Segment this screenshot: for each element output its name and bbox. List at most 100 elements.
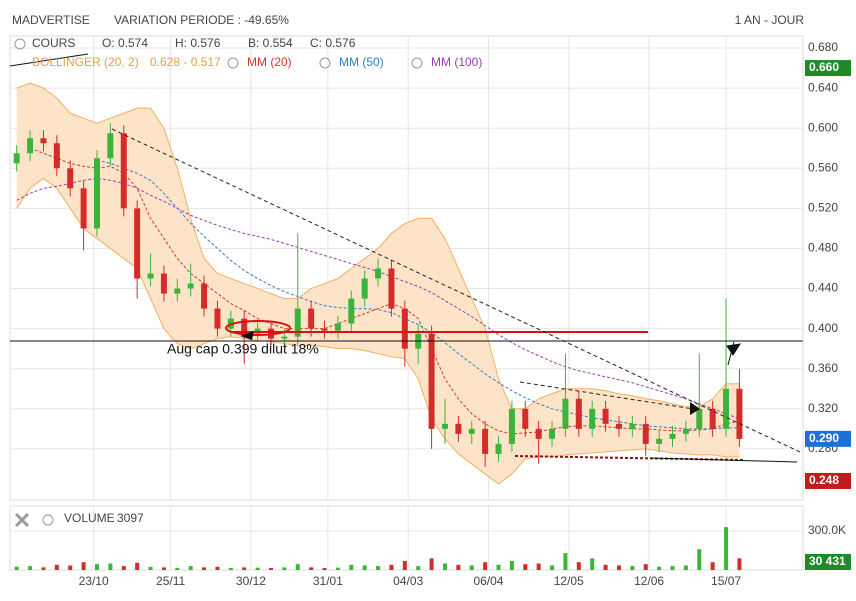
quote: H: 0.576	[175, 36, 221, 50]
x-tick-label: 31/01	[313, 574, 343, 588]
y-tick-label: 0.560	[808, 160, 838, 174]
volume-bar	[81, 562, 86, 570]
price-marker-label: 30 431	[809, 554, 846, 568]
y-tick-label: 0.640	[808, 80, 838, 94]
volume-bar	[536, 563, 541, 570]
gear-icon[interactable]	[319, 57, 331, 69]
candle-body	[13, 153, 20, 164]
volume-bar	[41, 567, 46, 570]
candle-body	[294, 308, 301, 337]
volume-bar	[175, 568, 180, 570]
period[interactable]: 1 AN - JOUR	[735, 13, 805, 27]
legend-mm: MM (100)	[431, 55, 482, 69]
candle-body	[107, 133, 114, 159]
price-marker-label: 0.660	[809, 60, 839, 74]
floor-line	[649, 457, 798, 463]
volume-bar	[603, 564, 608, 570]
candle-body	[615, 423, 622, 429]
legend-cours: COURS	[32, 36, 75, 50]
volume-bar	[657, 566, 662, 570]
volume-bar	[349, 564, 354, 570]
candle-body	[308, 308, 315, 329]
y-tick-label: 300.0K	[808, 523, 846, 537]
volume-bar	[295, 564, 300, 570]
candle-body	[388, 268, 395, 309]
candle-body	[602, 408, 609, 424]
candle-body	[455, 423, 462, 434]
volume-bar	[429, 558, 434, 570]
candle-body	[656, 438, 663, 444]
y-tick-label: 0.360	[808, 361, 838, 375]
volume-bar	[215, 566, 220, 570]
price-marker	[805, 472, 851, 489]
volume-bar	[309, 567, 314, 570]
volume-bar	[643, 564, 648, 570]
x-tick-label: 30/12	[236, 574, 266, 588]
candle-body	[495, 443, 502, 454]
candle-body	[67, 168, 74, 189]
candle-body	[27, 138, 34, 154]
candle-body	[174, 288, 181, 294]
candle-body	[187, 283, 194, 289]
x-tick-label: 23/10	[79, 574, 109, 588]
volume-bar	[54, 564, 59, 570]
close-icon[interactable]	[14, 512, 30, 528]
highlight-ellipse	[225, 320, 291, 336]
quote: B: 0.554	[248, 36, 293, 50]
volume-bar	[710, 562, 715, 570]
candle-body	[709, 408, 716, 429]
volume-bar	[469, 565, 474, 570]
volume-bar	[483, 562, 488, 570]
bollinger-upper	[16, 82, 740, 410]
candle-body	[375, 268, 382, 279]
candle-body	[736, 388, 743, 439]
candle-body	[589, 408, 596, 429]
candle-body	[40, 138, 47, 144]
candle-body	[53, 143, 60, 169]
volume-bar	[28, 566, 33, 570]
candle-body	[468, 428, 475, 434]
gear-icon[interactable]	[14, 38, 26, 50]
candle-body	[214, 308, 221, 329]
volume-bar	[724, 527, 729, 570]
y-tick-label: 0.320	[808, 401, 838, 415]
x-tick-label: 12/05	[554, 574, 584, 588]
candle-body	[334, 323, 341, 331]
gear-icon[interactable]	[42, 514, 54, 526]
volume-bar	[683, 565, 688, 570]
volume-bar	[670, 566, 675, 570]
legend-bollinger: BOLLINGER (20, 2)	[32, 55, 139, 69]
x-tick-label: 06/04	[473, 574, 503, 588]
price-marker-label: 0.248	[809, 473, 839, 487]
quote: C: 0.576	[310, 36, 356, 50]
volume-bar	[335, 567, 340, 570]
volume-bar	[389, 564, 394, 570]
y-tick-label: 0.680	[808, 40, 838, 54]
candle-body	[120, 133, 127, 209]
candle-body	[134, 208, 141, 279]
gear-icon[interactable]	[227, 57, 239, 69]
volume-bar	[442, 563, 447, 570]
arrow	[726, 341, 742, 366]
volume-bar	[550, 565, 555, 570]
price-marker-label: 0.290	[809, 431, 839, 445]
candle-body	[281, 336, 288, 339]
candle-body	[93, 158, 100, 229]
x-tick-label: 15/07	[711, 574, 741, 588]
volume-bar	[737, 558, 742, 570]
volume-bar	[255, 567, 260, 570]
variation: VARIATION PERIODE : -49.65%	[114, 13, 289, 27]
y-tick-label: 0.520	[808, 201, 838, 215]
candle-body	[482, 428, 489, 454]
volume-bar	[282, 567, 287, 570]
volume-bar	[135, 562, 140, 570]
volume-bar	[202, 567, 207, 570]
gear-icon[interactable]	[411, 57, 423, 69]
volume-bar	[362, 565, 367, 570]
legend-mm: MM (50)	[339, 55, 384, 69]
price-marker	[805, 554, 851, 570]
candle-body	[549, 428, 556, 439]
price-marker	[805, 430, 851, 447]
volume-value: 3097	[117, 511, 144, 525]
